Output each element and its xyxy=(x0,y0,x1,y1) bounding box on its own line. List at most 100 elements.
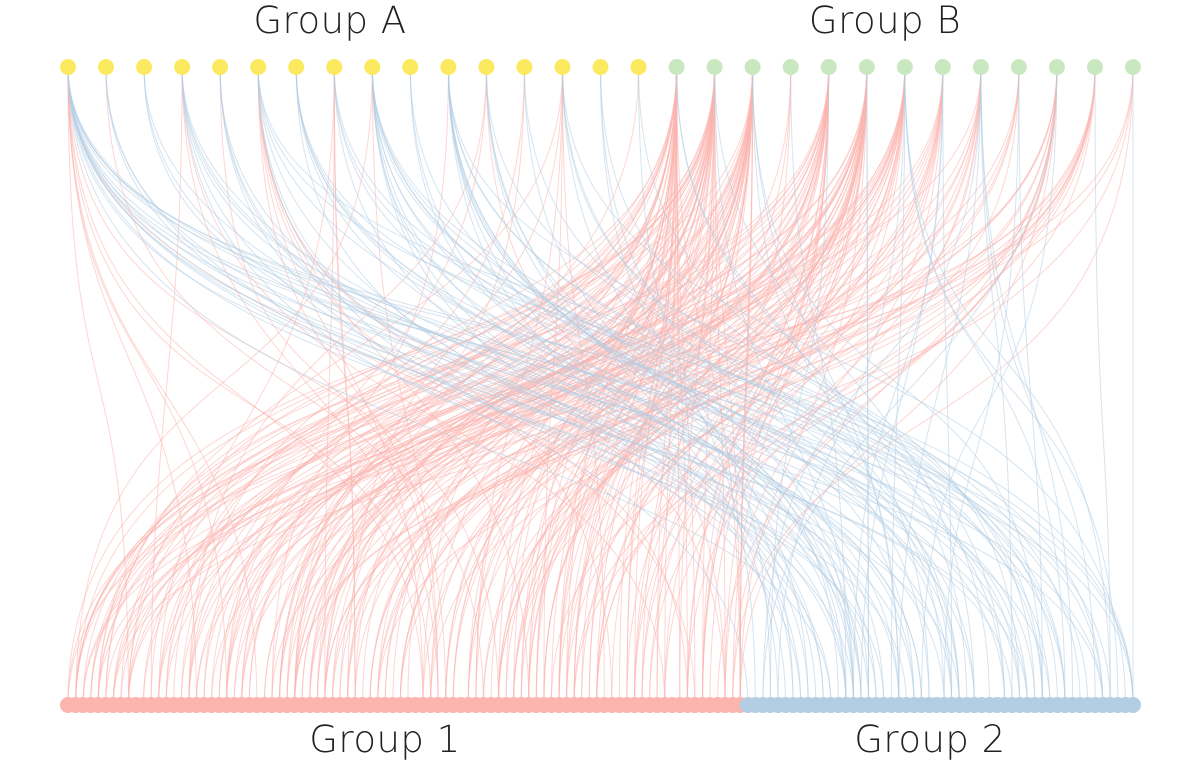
group-b-to-group-1-link xyxy=(158,66,716,706)
group-a-to-group-2-link xyxy=(485,66,847,706)
group-b-to-group-1-link xyxy=(195,66,1096,706)
group-b-to-group-1-link xyxy=(316,66,754,706)
group-a-to-group-1-link xyxy=(324,66,335,706)
group-b-to-group-1-link xyxy=(634,66,906,706)
group-b-to-group-1-link xyxy=(573,66,1096,706)
group-b-to-group-1-link xyxy=(513,66,868,706)
group-a-to-group-2-link xyxy=(371,66,915,706)
group-a-to-group-2-link xyxy=(562,66,1126,706)
group-b-node xyxy=(1048,59,1065,75)
group-a-to-group-2-link xyxy=(485,66,915,706)
group-a-to-group-2-link xyxy=(447,66,1006,706)
group-b-to-group-2-link xyxy=(921,66,1058,706)
group-a-to-group-2-link xyxy=(447,66,1021,706)
group-b-to-group-1-link xyxy=(233,66,868,706)
group-b-to-group-1-link xyxy=(158,66,830,706)
group-b-to-group-1-link xyxy=(498,66,944,706)
group-b-to-group-2-link xyxy=(676,66,930,706)
group-b-to-group-1-link xyxy=(739,66,1058,706)
group-b-to-group-1-link xyxy=(75,66,754,706)
group-a-to-group-2-link xyxy=(219,66,1036,706)
group-b-to-group-1-link xyxy=(354,66,944,706)
group-b-to-group-1-link xyxy=(535,66,716,706)
group-a-to-group-2-link xyxy=(638,66,771,706)
group-a-to-group-2-link xyxy=(105,66,854,706)
group-a-node xyxy=(288,59,305,75)
group-b-to-group-2-link xyxy=(890,66,906,706)
group-a-node xyxy=(60,59,76,75)
group-a-node xyxy=(516,59,533,75)
group-b-to-group-2-link xyxy=(1094,66,1111,706)
group-b-node xyxy=(1125,59,1141,75)
group-a-node xyxy=(402,59,419,75)
group-b-to-group-2-link xyxy=(790,66,847,706)
group-a-node xyxy=(440,59,457,75)
group-a-to-group-1-link xyxy=(158,66,335,706)
group-a-to-group-2-link xyxy=(143,66,885,706)
group-a-to-group-2-link xyxy=(181,66,1013,706)
group-b-node xyxy=(782,59,799,75)
group-a-node xyxy=(364,59,381,75)
group-a-to-group-2-link xyxy=(371,66,922,706)
group-b-to-group-1-link xyxy=(150,66,678,706)
group-b-node xyxy=(820,59,837,75)
nodes-layer xyxy=(60,59,1141,713)
group-a-to-group-2-link xyxy=(600,66,945,706)
group-b-to-group-1-link xyxy=(611,66,868,706)
group-b-to-group-1-link xyxy=(573,66,678,706)
group-a-to-group-2-link xyxy=(181,66,907,706)
group-b-to-group-1-link xyxy=(347,66,944,706)
group-b-to-group-2-link xyxy=(762,66,1058,706)
group-b-to-group-1-link xyxy=(127,66,754,706)
group-a-node xyxy=(592,59,609,75)
group-a-to-group-2-link xyxy=(67,66,1104,706)
group-b-to-group-1-link xyxy=(467,66,678,706)
group-a-to-group-2-link xyxy=(447,66,1006,706)
group-b-to-group-1-link xyxy=(362,66,868,706)
group-b-to-group-1-link xyxy=(97,66,1134,706)
group-a-label: Group A xyxy=(253,0,406,42)
group-b-node xyxy=(706,59,723,75)
group-b-to-group-2-link xyxy=(777,66,906,706)
group-b-node xyxy=(934,59,951,75)
group-b-label: Group B xyxy=(809,0,961,42)
group-a-to-group-2-link xyxy=(295,66,953,706)
group-b-node xyxy=(1010,59,1027,75)
group-b-node xyxy=(972,59,989,75)
group-a-to-group-2-link xyxy=(371,66,824,706)
group-b-to-group-2-link xyxy=(943,66,1020,706)
group-b-to-group-1-link xyxy=(188,66,1020,706)
group-a-to-group-1-link xyxy=(271,66,449,706)
group-a-to-group-2-link xyxy=(562,66,1021,706)
group-b-node xyxy=(896,59,913,75)
group-a-node xyxy=(250,59,267,75)
group-a-to-group-2-link xyxy=(67,66,1104,706)
group-a-node xyxy=(174,59,191,75)
group-b-to-group-1-link xyxy=(324,66,944,706)
group-a-to-group-2-link xyxy=(409,66,847,706)
group-a-to-group-2-link xyxy=(447,66,824,706)
group-b-to-group-1-link xyxy=(739,66,754,706)
group-a-to-group-2-link xyxy=(143,66,847,706)
group-b-to-group-1-link xyxy=(112,66,1096,706)
group-b-to-group-1-link xyxy=(226,66,1096,706)
group-b-to-group-2-link xyxy=(1018,66,1043,706)
group-a-to-group-1-link xyxy=(67,66,424,706)
group-a-to-group-2-link xyxy=(523,66,1043,706)
group-a-to-group-2-link xyxy=(600,66,756,706)
group-b-to-group-1-link xyxy=(158,66,830,706)
group-b-to-group-1-link xyxy=(331,66,716,706)
group-b-to-group-2-link xyxy=(904,66,1066,706)
group-b-to-group-1-link xyxy=(294,66,716,706)
group-b-to-group-1-link xyxy=(127,66,868,706)
group-a-to-group-2-link xyxy=(333,66,1134,706)
group-a-node xyxy=(478,59,495,75)
group-b-to-group-1-link xyxy=(596,66,1096,706)
group-b-to-group-1-link xyxy=(430,66,868,706)
group-b-to-group-2-link xyxy=(762,66,982,706)
group-a-to-group-2-link xyxy=(295,66,1134,706)
group-a-to-group-2-link xyxy=(257,66,862,706)
group-b-to-group-1-link xyxy=(709,66,868,706)
group-b-to-group-1-link xyxy=(676,66,688,706)
group-b-to-group-2-link xyxy=(769,66,830,706)
